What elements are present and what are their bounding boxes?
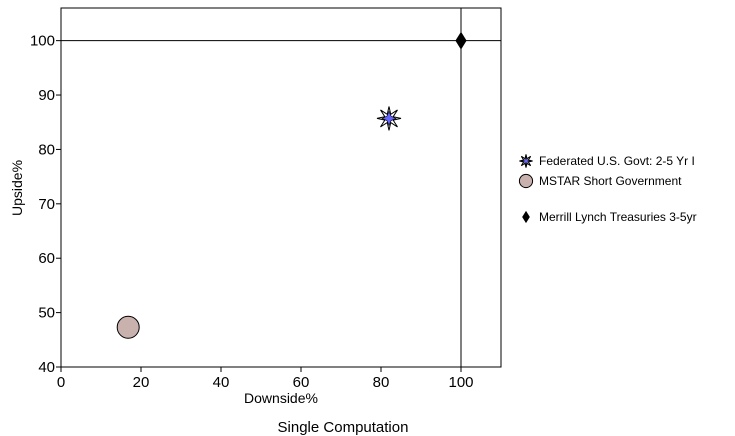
circle-marker-point xyxy=(116,315,140,339)
x-tick-label: 80 xyxy=(373,374,390,391)
y-tick-label: 70 xyxy=(38,196,55,213)
y-tick-label: 100 xyxy=(30,33,55,50)
data-points xyxy=(116,31,467,339)
x-tick-label: 0 xyxy=(57,374,65,391)
legend-diamond-icon xyxy=(522,210,530,224)
x-axis-ticks: 0 20 40 60 80 100 xyxy=(57,367,474,391)
x-tick-label: 100 xyxy=(448,374,473,391)
y-tick-label: 60 xyxy=(38,250,55,267)
legend: Federated U.S. Govt: 2-5 Yr I MSTAR Short… xyxy=(518,154,697,224)
x-tick-label: 40 xyxy=(213,374,230,391)
y-tick-label: 80 xyxy=(38,141,55,158)
legend-circle-icon xyxy=(518,173,534,189)
y-tick-label: 50 xyxy=(38,305,55,322)
diamond-marker-point xyxy=(455,31,467,50)
star-marker-point-core xyxy=(381,110,397,127)
footer-caption: Single Computation xyxy=(278,419,409,436)
y-axis-ticks: 40 50 60 70 80 90 100 xyxy=(30,33,61,376)
y-tick-label: 40 xyxy=(38,359,55,376)
y-tick-label: 90 xyxy=(38,87,55,104)
legend-star-burst-icon-core xyxy=(521,156,531,166)
reference-lines xyxy=(61,8,501,367)
y-axis-title: Upside% xyxy=(9,160,25,216)
legend-entry-label: Federated U.S. Govt: 2-5 Yr I xyxy=(539,154,695,168)
legend-entry-label: Merrill Lynch Treasuries 3-5yr xyxy=(539,210,697,224)
plot-area xyxy=(60,7,502,368)
legend-entry-label: MSTAR Short Government xyxy=(539,174,682,188)
x-tick-label: 60 xyxy=(293,374,310,391)
x-axis-title: Downside% xyxy=(244,390,318,406)
x-tick-label: 20 xyxy=(133,374,150,391)
